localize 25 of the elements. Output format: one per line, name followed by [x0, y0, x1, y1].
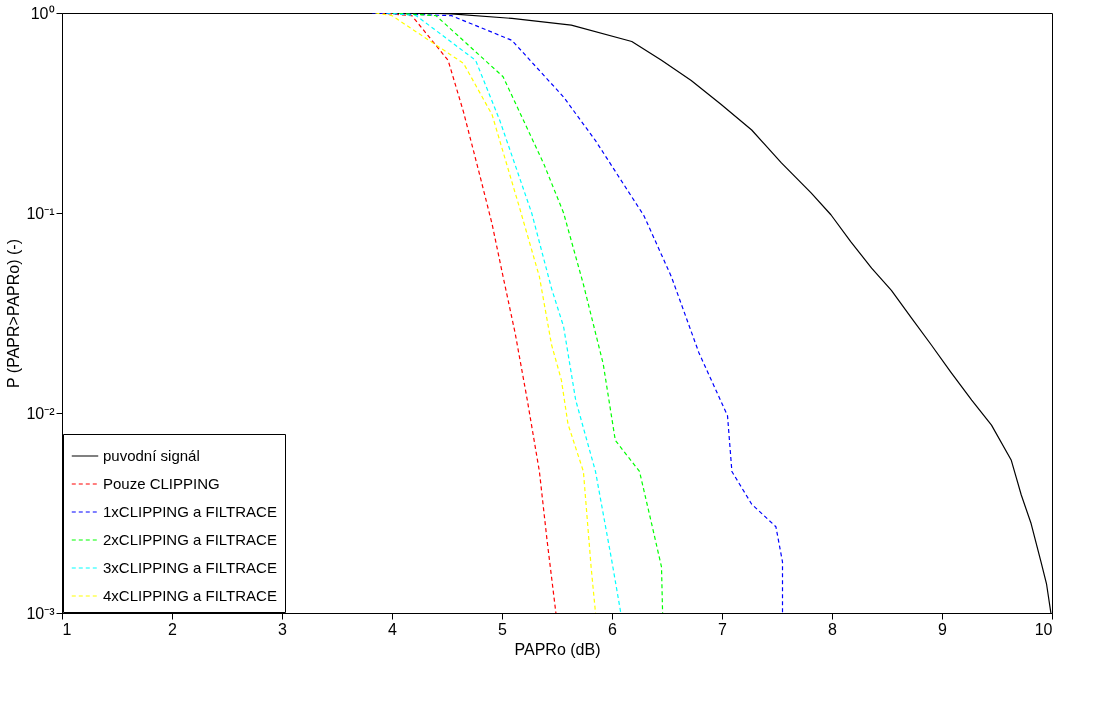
x-tick-label: 10	[1034, 620, 1053, 638]
legend-label: 4xCLIPPING a FILTRACE	[103, 587, 277, 604]
y-tick-label: 10⁻³	[26, 604, 56, 622]
legend-label: 3xCLIPPING a FILTRACE	[103, 559, 277, 576]
y-tick-label: 10⁻¹	[26, 204, 55, 222]
legend-label: Pouze CLIPPING	[103, 475, 220, 492]
x-tick-label: 5	[498, 620, 508, 638]
y-axis-title: P (PAPR>PAPRo) (-)	[5, 239, 23, 388]
legend-label: puvodní signál	[103, 447, 200, 464]
x-tick-label: 2	[168, 620, 178, 638]
x-tick-label: 8	[828, 620, 838, 638]
line-series	[380, 13, 557, 613]
y-tick-label: 10⁰	[30, 4, 55, 22]
x-axis-title: PAPRo (dB)	[514, 640, 601, 658]
x-tick-label: 9	[938, 620, 948, 638]
legend-label: 2xCLIPPING a FILTRACE	[103, 531, 277, 548]
y-tick-label: 10⁻²	[26, 404, 56, 422]
x-tick-label: 7	[718, 620, 728, 638]
x-tick-label: 4	[388, 620, 398, 638]
legend-label: 1xCLIPPING a FILTRACE	[103, 503, 277, 520]
x-tick-label: 6	[608, 620, 618, 638]
line-series	[391, 13, 664, 613]
x-tick-label: 1	[62, 620, 72, 638]
x-tick-label: 3	[278, 620, 288, 638]
line-series	[371, 13, 784, 613]
